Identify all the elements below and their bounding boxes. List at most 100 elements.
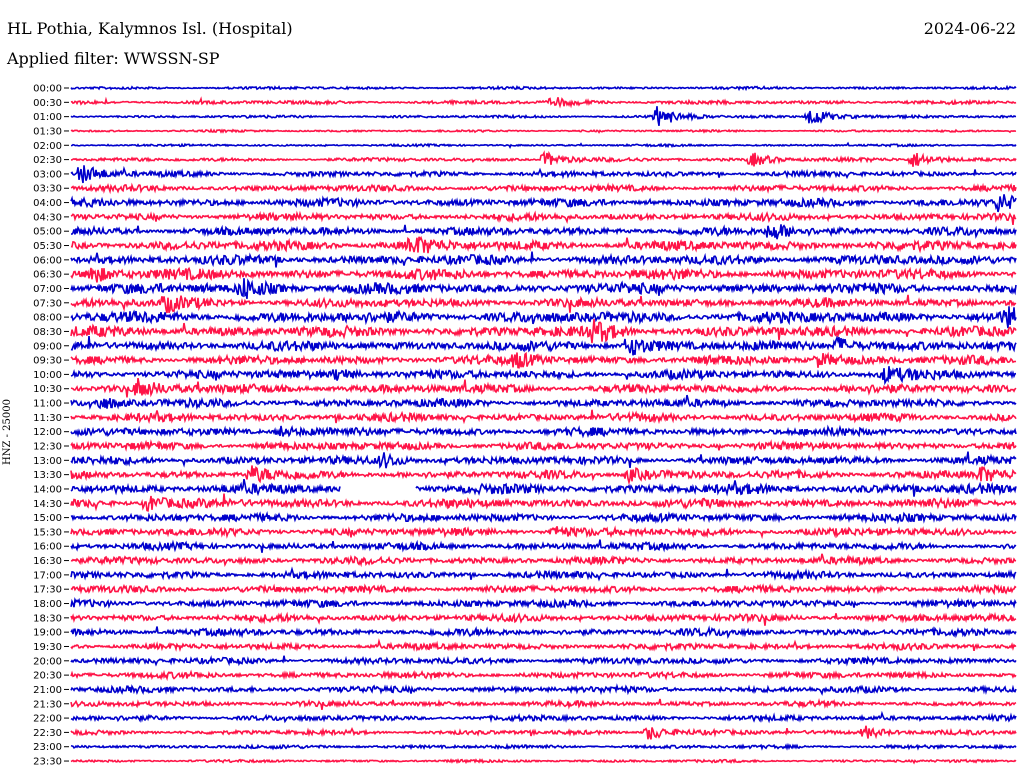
trace-row xyxy=(70,625,1017,639)
filter-label: Applied filter: WWSSN-SP xyxy=(7,49,220,68)
trace-row xyxy=(70,306,1017,329)
row-label: 11:00 xyxy=(33,399,62,410)
trace-row xyxy=(70,106,1017,126)
trace-row xyxy=(70,235,1017,254)
row-label: 01:30 xyxy=(33,126,62,137)
row-label: 14:00 xyxy=(33,484,62,495)
trace-row xyxy=(70,478,1017,497)
row-label: 15:30 xyxy=(33,527,62,538)
trace-row xyxy=(70,127,1017,134)
row-label: 08:00 xyxy=(33,313,62,324)
row-label: 02:00 xyxy=(33,141,62,152)
row-label: 05:30 xyxy=(33,241,62,252)
row-label: 05:00 xyxy=(33,227,62,238)
row-label: 21:30 xyxy=(33,699,62,710)
trace-row xyxy=(70,525,1017,540)
trace-row xyxy=(70,424,1017,439)
trace-row xyxy=(70,725,1017,740)
trace-row xyxy=(70,182,1017,195)
row-label: 15:00 xyxy=(33,513,62,524)
row-label: 09:00 xyxy=(33,341,62,352)
trace-row xyxy=(70,683,1017,696)
row-label: 19:30 xyxy=(33,642,62,653)
trace-row xyxy=(70,596,1017,610)
trace-row xyxy=(70,394,1017,411)
trace-row xyxy=(70,141,1017,150)
trace-row xyxy=(70,465,1017,486)
row-label: 06:30 xyxy=(33,270,62,281)
row-label: 10:00 xyxy=(33,370,62,381)
trace-row xyxy=(70,742,1017,751)
trace-row xyxy=(70,566,1017,582)
row-label: 12:00 xyxy=(33,427,62,438)
trace-row xyxy=(70,710,1017,724)
trace-row xyxy=(70,669,1017,682)
date-label: 2024-06-22 xyxy=(923,19,1016,38)
trace-row xyxy=(70,493,1017,512)
trace-row xyxy=(70,758,1017,765)
trace-row xyxy=(70,377,1017,398)
row-label: 21:00 xyxy=(33,685,62,696)
row-label: 17:00 xyxy=(33,570,62,581)
row-label: 14:30 xyxy=(33,499,62,510)
row-label: 11:30 xyxy=(33,413,62,424)
trace-row xyxy=(70,251,1017,268)
row-label: 00:00 xyxy=(33,84,62,95)
row-label: 04:00 xyxy=(33,198,62,209)
row-label: 17:30 xyxy=(33,585,62,596)
row-label: 09:30 xyxy=(33,356,62,367)
row-label: 00:30 xyxy=(33,98,62,109)
row-label: 03:30 xyxy=(33,184,62,195)
trace-row xyxy=(70,84,1017,92)
trace-row xyxy=(70,655,1017,667)
row-label: 04:30 xyxy=(33,212,62,223)
trace-row xyxy=(70,638,1017,653)
row-label: 23:00 xyxy=(33,742,62,753)
station-title: HL Pothia, Kalymnos Isl. (Hospital) xyxy=(7,19,293,38)
row-label: 16:00 xyxy=(33,542,62,553)
trace-row xyxy=(70,150,1017,167)
trace-row xyxy=(70,194,1017,213)
row-label: 23:30 xyxy=(33,757,62,768)
row-label: 19:00 xyxy=(33,628,62,639)
row-label: 02:30 xyxy=(33,155,62,166)
trace-row xyxy=(70,335,1017,356)
trace-row xyxy=(70,318,1017,344)
trace-row xyxy=(70,511,1017,525)
row-label: 16:30 xyxy=(33,556,62,567)
row-label: 22:30 xyxy=(33,728,62,739)
row-label: 13:30 xyxy=(33,470,62,481)
trace-row xyxy=(70,539,1017,553)
trace-row xyxy=(70,611,1017,626)
trace-row xyxy=(70,266,1017,283)
trace-row xyxy=(70,294,1017,314)
trace-row xyxy=(70,698,1017,710)
row-label: 01:00 xyxy=(33,112,62,123)
trace-row xyxy=(70,165,1017,184)
row-label: 22:00 xyxy=(33,714,62,725)
row-label: 20:30 xyxy=(33,671,62,682)
trace-row xyxy=(70,553,1017,568)
row-label: 10:30 xyxy=(33,384,62,395)
trace-row xyxy=(70,224,1017,240)
trace-row xyxy=(70,366,1017,386)
trace-row xyxy=(70,451,1017,469)
row-label: 12:30 xyxy=(33,442,62,453)
row-label: 07:00 xyxy=(33,284,62,295)
trace-row xyxy=(70,439,1017,453)
row-label: 20:00 xyxy=(33,656,62,667)
row-label: 07:30 xyxy=(33,298,62,309)
row-label: 18:00 xyxy=(33,599,62,610)
row-label: 08:30 xyxy=(33,327,62,338)
row-label: 06:00 xyxy=(33,255,62,266)
row-label: 03:00 xyxy=(33,169,62,180)
trace-row xyxy=(70,351,1017,369)
trace-row xyxy=(70,278,1017,300)
trace-row xyxy=(70,96,1017,109)
trace-row xyxy=(70,583,1017,596)
trace-row xyxy=(70,409,1017,425)
row-label: 18:30 xyxy=(33,613,62,624)
trace-row xyxy=(70,210,1017,225)
row-label: 13:00 xyxy=(33,456,62,467)
